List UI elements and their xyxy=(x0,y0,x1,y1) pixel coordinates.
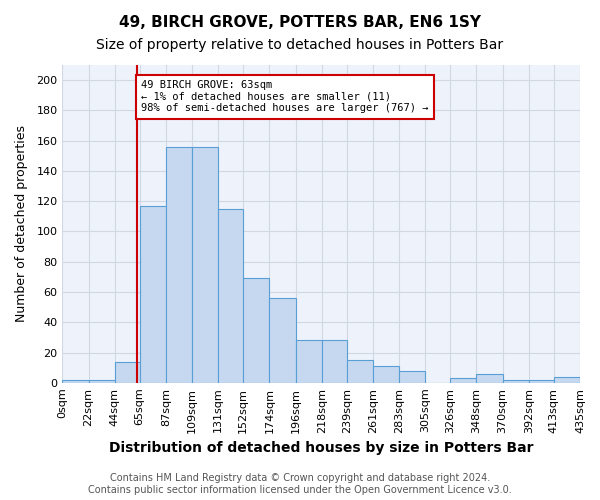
Bar xyxy=(322,340,347,383)
Bar xyxy=(503,380,529,383)
X-axis label: Distribution of detached houses by size in Potters Bar: Distribution of detached houses by size … xyxy=(109,441,533,455)
Bar xyxy=(347,360,373,383)
Bar xyxy=(476,374,503,383)
Text: 49, BIRCH GROVE, POTTERS BAR, EN6 1SY: 49, BIRCH GROVE, POTTERS BAR, EN6 1SY xyxy=(119,15,481,30)
Bar xyxy=(140,206,166,383)
Bar xyxy=(296,340,322,383)
Bar xyxy=(373,366,399,383)
Bar xyxy=(243,278,269,383)
Text: Size of property relative to detached houses in Potters Bar: Size of property relative to detached ho… xyxy=(97,38,503,52)
Bar xyxy=(269,298,296,383)
Text: 49 BIRCH GROVE: 63sqm
← 1% of detached houses are smaller (11)
98% of semi-detac: 49 BIRCH GROVE: 63sqm ← 1% of detached h… xyxy=(141,80,428,114)
Bar xyxy=(166,146,192,383)
Bar xyxy=(450,378,476,383)
Text: Contains HM Land Registry data © Crown copyright and database right 2024.
Contai: Contains HM Land Registry data © Crown c… xyxy=(88,474,512,495)
Bar xyxy=(529,380,554,383)
Bar xyxy=(554,377,580,383)
Bar xyxy=(89,380,115,383)
Bar xyxy=(115,362,140,383)
Bar xyxy=(580,377,600,383)
Bar xyxy=(62,380,89,383)
Bar xyxy=(218,209,243,383)
Bar xyxy=(192,146,218,383)
Bar xyxy=(399,370,425,383)
Y-axis label: Number of detached properties: Number of detached properties xyxy=(15,126,28,322)
